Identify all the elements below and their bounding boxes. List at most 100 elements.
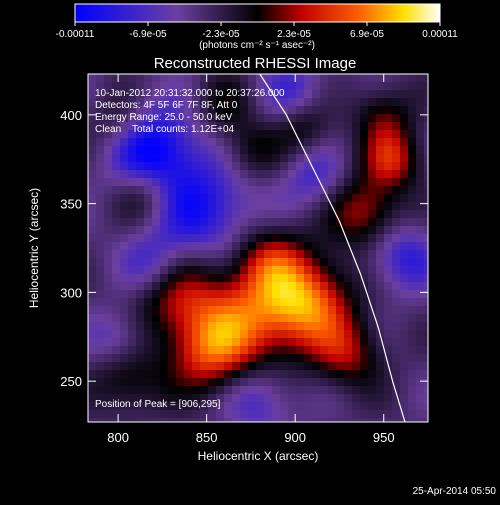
heatmap-cell (304, 234, 312, 242)
heatmap-cell (208, 138, 216, 146)
heatmap-cell (232, 378, 240, 386)
heatmap-cell (176, 146, 184, 154)
heatmap-cell (112, 146, 120, 154)
heatmap-cell (360, 306, 368, 314)
heatmap-cell (128, 258, 136, 266)
heatmap-cell (312, 410, 320, 418)
heatmap-cell (288, 178, 296, 186)
heatmap-cell (96, 370, 104, 378)
heatmap-cell (216, 202, 224, 210)
heatmap-cell (408, 154, 416, 162)
heatmap-cell (160, 306, 168, 314)
heatmap-cell (248, 218, 256, 226)
heatmap-cell (416, 218, 424, 226)
heatmap-cell (136, 378, 144, 386)
heatmap-cell (280, 418, 288, 422)
heatmap-cell (104, 378, 112, 386)
heatmap-cell (200, 330, 208, 338)
heatmap-cell (320, 90, 328, 98)
heatmap-cell (160, 194, 168, 202)
heatmap-cell (192, 234, 200, 242)
heatmap-cell (96, 146, 104, 154)
heatmap-cell (328, 74, 336, 82)
heatmap-cell (336, 210, 344, 218)
heatmap-cell (384, 114, 392, 122)
y-tick-label: 400 (60, 108, 82, 123)
heatmap-cell (408, 322, 416, 330)
heatmap-cell (256, 90, 264, 98)
heatmap-cell (368, 282, 376, 290)
heatmap-cell (128, 226, 136, 234)
heatmap-cell (288, 378, 296, 386)
heatmap-cell (360, 354, 368, 362)
heatmap-cell (320, 250, 328, 258)
heatmap-cell (416, 314, 424, 322)
heatmap-cell (248, 106, 256, 114)
heatmap-cell (176, 170, 184, 178)
heatmap-cell (272, 122, 280, 130)
heatmap-cell (264, 418, 272, 422)
heatmap-cell (320, 314, 328, 322)
heatmap-cell (280, 298, 288, 306)
heatmap-cell (232, 178, 240, 186)
heatmap-cell (352, 354, 360, 362)
heatmap-cell (368, 298, 376, 306)
heatmap-cell (200, 90, 208, 98)
heatmap-cell (144, 298, 152, 306)
heatmap-cell (408, 162, 416, 170)
heatmap-cell (168, 298, 176, 306)
heatmap-cell (392, 314, 400, 322)
heatmap-cell (192, 394, 200, 402)
heatmap-cell (144, 258, 152, 266)
heatmap-cell (224, 314, 232, 322)
heatmap-cell (144, 210, 152, 218)
heatmap-cell (336, 266, 344, 274)
heatmap-cell (128, 178, 136, 186)
heatmap-cell (128, 122, 136, 130)
heatmap-cell (136, 162, 144, 170)
heatmap-cell (240, 306, 248, 314)
heatmap-cell (384, 402, 392, 410)
heatmap-cell (296, 162, 304, 170)
heatmap-cell (320, 266, 328, 274)
heatmap-cell (192, 362, 200, 370)
heatmap-cell (352, 98, 360, 106)
heatmap-cell (328, 330, 336, 338)
heatmap-cell (400, 378, 408, 386)
heatmap-cell (280, 354, 288, 362)
heatmap-cell (408, 210, 416, 218)
heatmap-cell (176, 282, 184, 290)
heatmap-cell (288, 218, 296, 226)
heatmap-cell (272, 266, 280, 274)
heatmap-cell (288, 242, 296, 250)
heatmap-cell (144, 306, 152, 314)
heatmap-cell (280, 258, 288, 266)
heatmap-cell (400, 242, 408, 250)
heatmap-cell (232, 130, 240, 138)
heatmap-cell (152, 354, 160, 362)
heatmap-cell (400, 226, 408, 234)
heatmap-cell (224, 242, 232, 250)
heatmap-cell (328, 266, 336, 274)
heatmap-cell (224, 410, 232, 418)
heatmap-cell (344, 170, 352, 178)
heatmap-cell (176, 362, 184, 370)
heatmap-cell (200, 242, 208, 250)
heatmap-cell (248, 418, 256, 422)
heatmap-cell (120, 202, 128, 210)
heatmap-cell (344, 130, 352, 138)
heatmap-cell (312, 282, 320, 290)
heatmap-cell (136, 98, 144, 106)
heatmap-cell (136, 218, 144, 226)
heatmap-cell (248, 362, 256, 370)
heatmap-cell (152, 170, 160, 178)
heatmap-cell (88, 170, 96, 178)
heatmap-cell (192, 74, 200, 82)
heatmap-cell (152, 410, 160, 418)
heatmap-cell (192, 162, 200, 170)
heatmap-cell (136, 394, 144, 402)
heatmap-cell (424, 266, 428, 274)
heatmap-cell (256, 122, 264, 130)
heatmap-cell (240, 298, 248, 306)
heatmap-cell (368, 90, 376, 98)
